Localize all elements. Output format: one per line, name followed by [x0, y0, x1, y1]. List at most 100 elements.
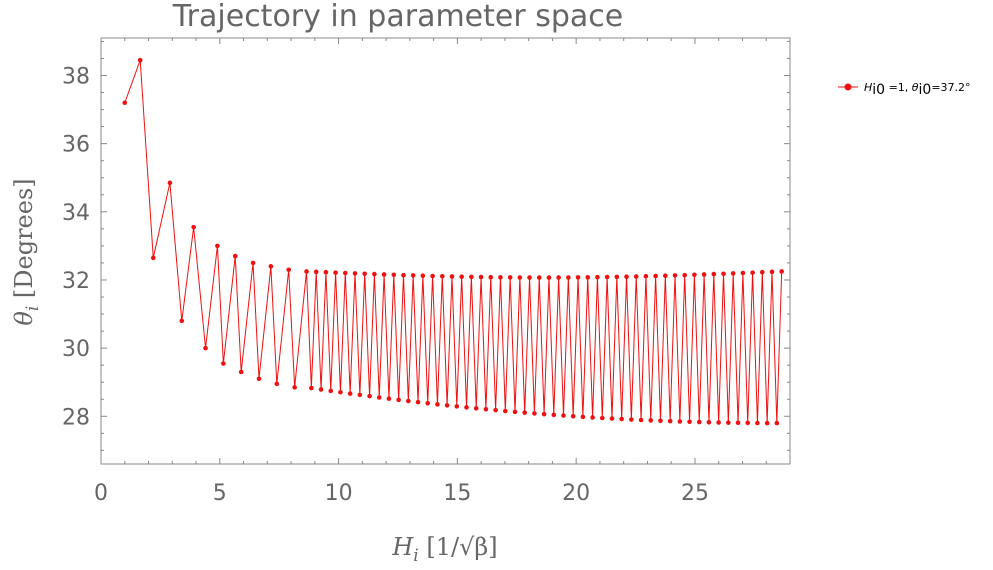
data-point	[150, 255, 156, 261]
data-point	[648, 418, 654, 423]
data-point	[483, 406, 489, 412]
data-point	[701, 272, 707, 277]
data-point	[498, 275, 503, 280]
data-point	[372, 271, 377, 277]
data-point	[507, 275, 513, 280]
data-point	[755, 420, 760, 426]
data-point	[522, 410, 527, 415]
data-point	[570, 413, 576, 419]
data-point	[696, 419, 702, 425]
legend-label: Hi0 =1, θi0=37.2°	[864, 81, 971, 98]
data-point	[122, 100, 128, 106]
series-line	[124, 59, 783, 424]
data-point	[726, 420, 731, 425]
data-point	[512, 409, 518, 415]
data-point	[221, 361, 226, 366]
y-tick-label: 28	[62, 405, 90, 430]
data-point	[478, 274, 484, 280]
data-point	[439, 273, 445, 279]
data-point	[333, 270, 338, 275]
data-point	[304, 269, 309, 274]
data-point	[367, 393, 372, 399]
data-point	[745, 420, 751, 426]
data-point	[203, 345, 208, 351]
data-point	[575, 275, 581, 280]
data-point	[430, 273, 435, 279]
data-point	[716, 420, 721, 425]
data-point	[609, 416, 615, 421]
data-point	[473, 406, 479, 411]
data-point	[268, 264, 274, 269]
legend-marker	[844, 83, 852, 91]
data-point	[590, 415, 595, 420]
data-point	[580, 414, 586, 420]
chart-title: Trajectory in parameter space	[172, 0, 623, 34]
x-tick-label: 0	[94, 481, 108, 506]
x-tick-labels: 0 5 10 15 20 25	[94, 481, 709, 506]
data-point	[779, 269, 784, 274]
data-point	[381, 272, 387, 277]
x-tick-label: 5	[213, 481, 227, 506]
data-point	[167, 180, 173, 186]
x-tick-label: 15	[443, 481, 471, 506]
x-tick-label: 20	[562, 481, 590, 506]
data-point	[232, 253, 238, 259]
series-layer	[122, 57, 784, 426]
data-point	[493, 407, 498, 413]
data-point	[347, 391, 353, 396]
data-point	[658, 418, 663, 424]
x-axis-label: Hi [1/√β]	[391, 533, 497, 566]
data-point	[721, 271, 726, 277]
data-point	[357, 392, 363, 398]
data-point	[454, 404, 460, 409]
data-point	[517, 275, 523, 280]
data-point	[653, 273, 658, 279]
data-point	[309, 385, 314, 391]
data-point	[769, 269, 775, 275]
data-point	[750, 270, 755, 275]
data-point	[238, 369, 244, 375]
plot-frame	[100, 37, 791, 465]
data-point	[740, 270, 746, 276]
data-point	[274, 381, 280, 387]
data-point	[503, 408, 508, 414]
y-tick-label: 34	[62, 201, 90, 226]
y-tick-labels: 28 30 32 34 36 38	[62, 64, 90, 430]
data-point	[711, 271, 717, 277]
data-point	[464, 405, 469, 410]
data-point	[706, 419, 712, 425]
data-point	[585, 275, 591, 280]
data-point	[179, 318, 185, 324]
data-point	[566, 275, 571, 280]
data-point	[386, 396, 392, 401]
data-point	[532, 411, 537, 416]
data-point	[469, 274, 474, 280]
data-point	[629, 417, 634, 422]
data-point	[759, 269, 765, 275]
data-point	[638, 417, 644, 423]
data-point	[137, 57, 143, 63]
data-point	[663, 273, 668, 279]
data-point	[667, 418, 673, 424]
data-point	[624, 274, 629, 279]
data-point	[362, 271, 368, 277]
data-point	[619, 416, 624, 422]
data-point	[313, 269, 319, 275]
data-point	[556, 275, 561, 280]
data-point	[561, 413, 566, 418]
data-point	[352, 271, 358, 276]
data-point	[376, 395, 382, 400]
data-point	[677, 419, 683, 424]
data-point	[449, 274, 455, 279]
data-point	[215, 243, 220, 249]
data-point	[599, 415, 605, 421]
data-point	[338, 389, 343, 395]
y-axis-label: θi [Degrees]	[10, 178, 43, 325]
y-tick-label: 38	[62, 64, 90, 89]
data-point	[774, 420, 780, 426]
data-point	[541, 411, 547, 417]
data-point	[401, 272, 406, 278]
data-point	[328, 388, 334, 394]
data-point	[323, 269, 329, 275]
